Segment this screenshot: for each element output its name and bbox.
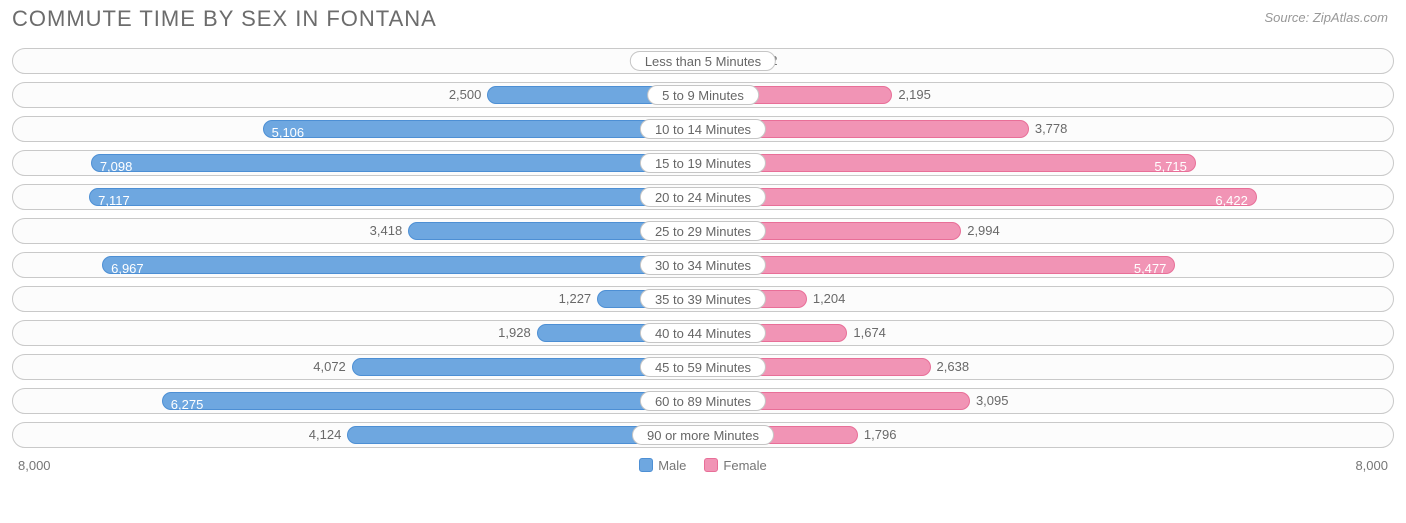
male-value: 7,098: [92, 158, 141, 176]
chart-title: COMMUTE TIME BY SEX IN FONTANA: [12, 6, 437, 32]
bar-row: 6,9675,47730 to 34 Minutes: [12, 252, 1394, 278]
category-pill: 10 to 14 Minutes: [640, 119, 766, 139]
male-value: 6,967: [103, 260, 152, 278]
axis-max-left: 8,000: [18, 458, 51, 473]
male-value: 2,500: [443, 86, 488, 104]
chart-header: COMMUTE TIME BY SEX IN FONTANA Source: Z…: [0, 0, 1406, 36]
female-value: 5,477: [1126, 260, 1175, 278]
bar-row: 3,418 2,994 25 to 29 Minutes: [12, 218, 1394, 244]
female-value: 3,095: [970, 392, 1015, 410]
chart-footer: 8,000 Male Female 8,000: [0, 456, 1406, 473]
category-pill: 5 to 9 Minutes: [647, 85, 759, 105]
bar-row: 2,500 2,195 5 to 9 Minutes: [12, 82, 1394, 108]
axis-max-right: 8,000: [1355, 458, 1388, 473]
diverging-bar-chart: 361542Less than 5 Minutes 2,500 2,195 5 to …: [0, 36, 1406, 448]
bar-row: 1,928 1,674 40 to 44 Minutes: [12, 320, 1394, 346]
category-pill: 20 to 24 Minutes: [640, 187, 766, 207]
category-pill: 35 to 39 Minutes: [640, 289, 766, 309]
female-bar: 6,422: [703, 188, 1257, 206]
female-value: 2,638: [931, 358, 976, 376]
male-value: 1,928: [492, 324, 537, 342]
male-bar: 7,098: [91, 154, 703, 172]
bar-row: 6,275 3,095 60 to 89 Minutes: [12, 388, 1394, 414]
male-value: 5,106: [264, 124, 313, 142]
male-value: 4,072: [307, 358, 352, 376]
category-pill: 60 to 89 Minutes: [640, 391, 766, 411]
category-pill: 25 to 29 Minutes: [640, 221, 766, 241]
legend: Male Female: [639, 458, 767, 473]
legend-label: Female: [723, 458, 766, 473]
male-swatch-icon: [639, 458, 653, 472]
chart-source: Source: ZipAtlas.com: [1264, 6, 1388, 25]
bar-row: 5,106 3,778 10 to 14 Minutes: [12, 116, 1394, 142]
bar-row: 361542Less than 5 Minutes: [12, 48, 1394, 74]
male-bar: 6,967: [102, 256, 703, 274]
female-value: 2,994: [961, 222, 1006, 240]
category-pill: 90 or more Minutes: [632, 425, 774, 445]
bar-row: 7,0985,71515 to 19 Minutes: [12, 150, 1394, 176]
category-pill: 45 to 59 Minutes: [640, 357, 766, 377]
male-value: 1,227: [553, 290, 598, 308]
female-value: 3,778: [1029, 120, 1074, 138]
female-value: 6,422: [1207, 192, 1256, 210]
female-bar: 5,715: [703, 154, 1196, 172]
female-value: 2,195: [892, 86, 937, 104]
male-value: 6,275: [163, 396, 212, 414]
category-pill: 15 to 19 Minutes: [640, 153, 766, 173]
bar-row: 4,072 2,638 45 to 59 Minutes: [12, 354, 1394, 380]
category-pill: 40 to 44 Minutes: [640, 323, 766, 343]
bar-row: 4,124 1,796 90 or more Minutes: [12, 422, 1394, 448]
bar-row: 1,227 1,204 35 to 39 Minutes: [12, 286, 1394, 312]
male-value: 3,418: [364, 222, 409, 240]
male-bar: 5,106: [263, 120, 703, 138]
male-value: 7,117: [90, 192, 138, 210]
female-swatch-icon: [704, 458, 718, 472]
female-value: 1,204: [807, 290, 852, 308]
legend-label: Male: [658, 458, 686, 473]
female-bar: 5,477: [703, 256, 1175, 274]
male-bar: 7,117: [89, 188, 703, 206]
category-pill: Less than 5 Minutes: [630, 51, 776, 71]
female-value: 5,715: [1146, 158, 1195, 176]
female-value: 1,796: [858, 426, 903, 444]
male-value: 4,124: [303, 426, 348, 444]
category-pill: 30 to 34 Minutes: [640, 255, 766, 275]
legend-item: Female: [704, 458, 766, 473]
legend-item: Male: [639, 458, 686, 473]
female-value: 1,674: [847, 324, 892, 342]
bar-row: 7,1176,42220 to 24 Minutes: [12, 184, 1394, 210]
male-bar: 6,275: [162, 392, 703, 410]
